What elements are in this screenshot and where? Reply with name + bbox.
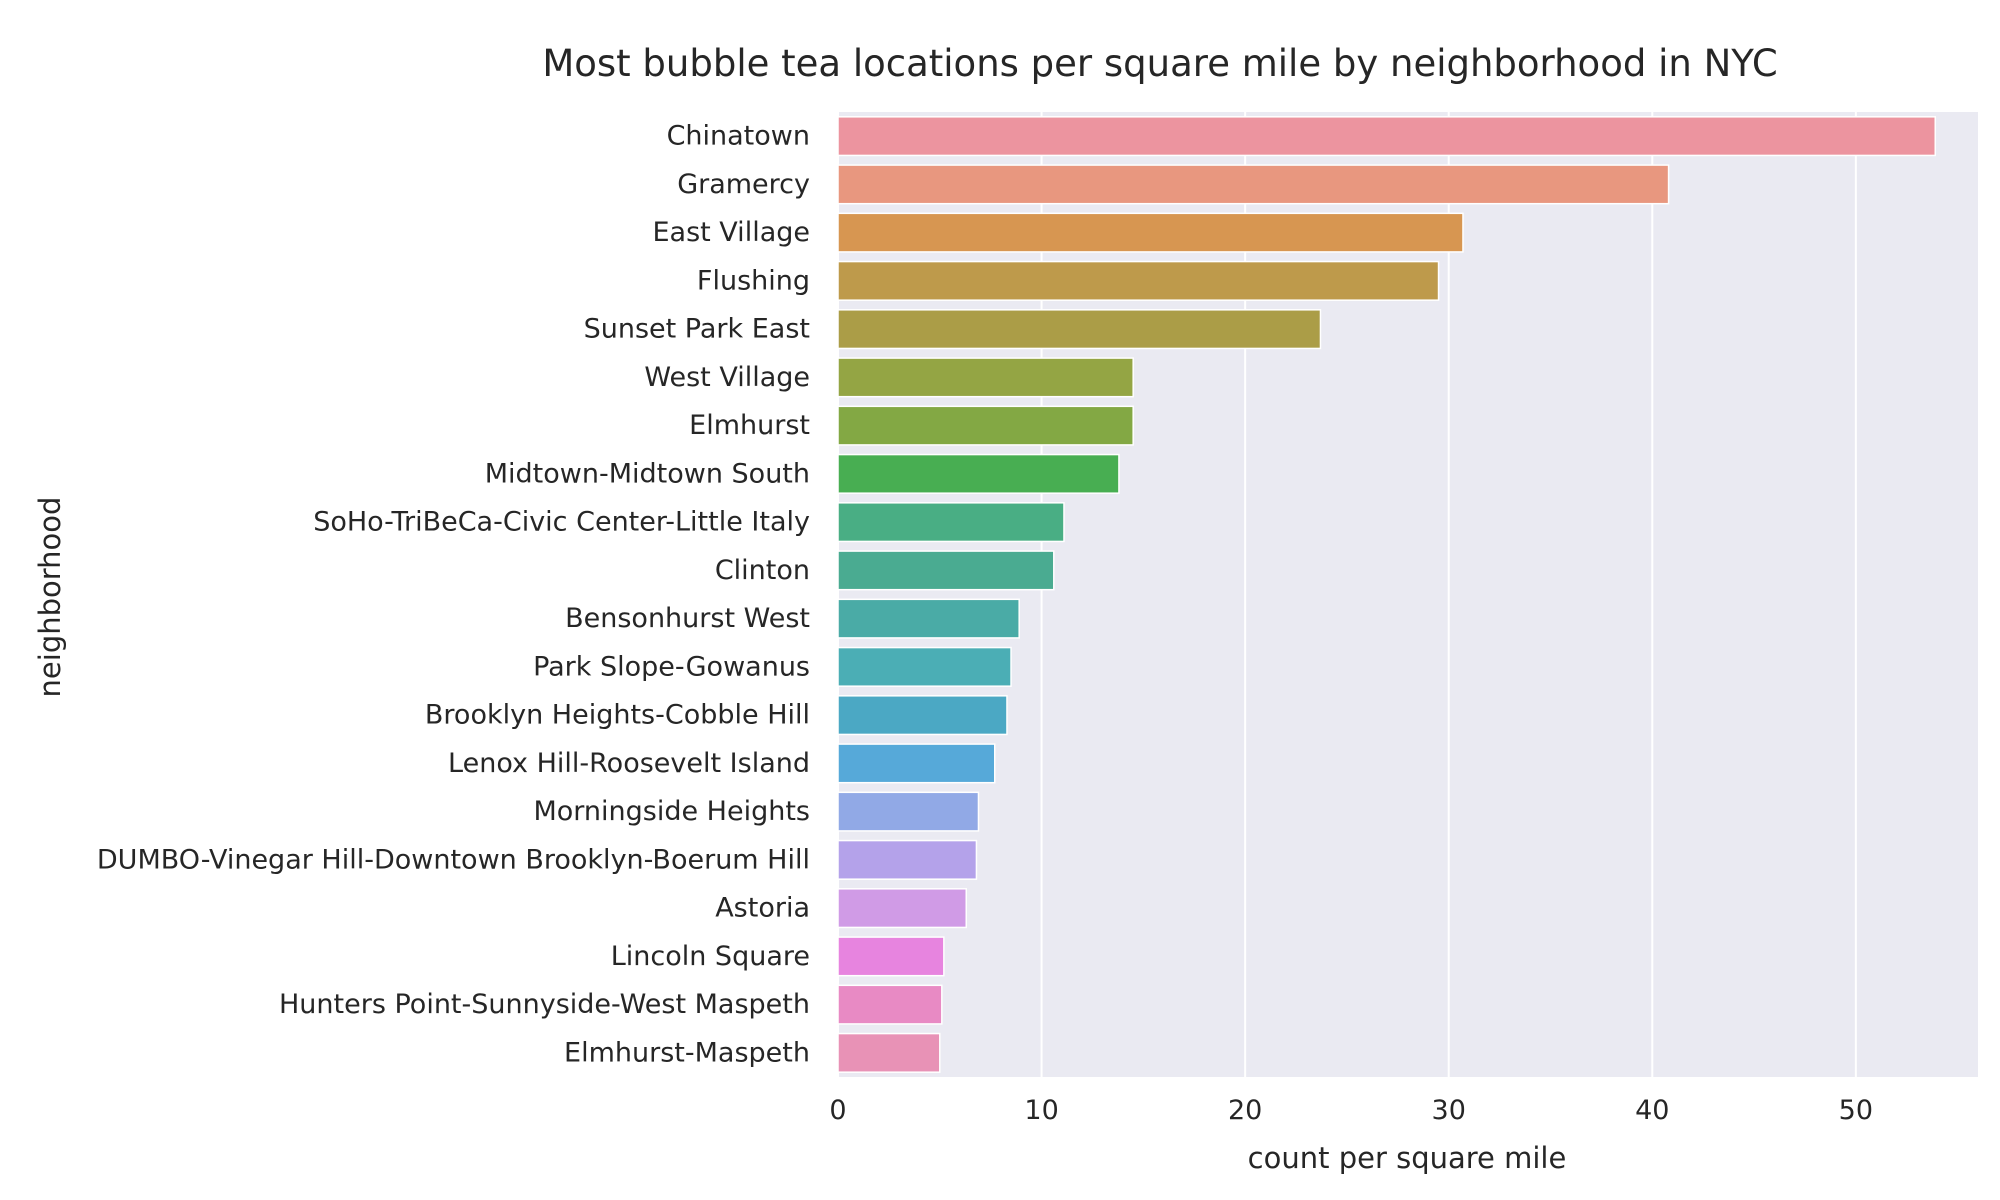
y-tick-label: Bensonhurst West [565, 603, 810, 634]
y-tick-label: Sunset Park East [584, 314, 810, 345]
x-tick-label: 30 [1432, 1095, 1466, 1126]
y-tick-label: Astoria [715, 893, 810, 924]
bars [837, 116, 1936, 1073]
bar-8 [837, 502, 1065, 543]
bar-9 [837, 550, 1055, 591]
y-tick-label: West Village [644, 362, 810, 393]
y-axis-label: neighborhood [33, 497, 67, 698]
x-tick-labels: 0 10 20 30 40 50 [829, 1095, 1873, 1126]
y-tick-label: Morningside Heights [533, 796, 810, 827]
y-tick-label: Flushing [697, 265, 810, 296]
bar-0 [837, 116, 1936, 157]
bar-3 [837, 260, 1440, 301]
y-tick-label: Gramercy [677, 169, 810, 200]
bar-11 [837, 646, 1012, 687]
bar-1 [837, 164, 1670, 205]
bar-13 [837, 743, 996, 784]
bar-15 [837, 839, 978, 880]
bar-18 [837, 984, 943, 1025]
y-tick-labels: Chinatown Gramercy East Village Flushing Sun… [97, 121, 810, 1069]
y-tick-label: Lenox Hill-Roosevelt Island [448, 748, 810, 779]
y-tick-label: SoHo-TriBeCa-Civic Center-Little Italy [313, 507, 810, 538]
bar-14 [837, 791, 980, 832]
bar-2 [837, 212, 1464, 253]
bar-7 [837, 453, 1120, 494]
plot-background [838, 112, 1978, 1077]
bar-10 [837, 598, 1020, 639]
bar-17 [837, 936, 945, 977]
y-tick-label: Lincoln Square [611, 941, 810, 972]
y-tick-label: Chinatown [667, 121, 810, 152]
bar-16 [837, 888, 967, 929]
y-tick-label: East Village [652, 217, 810, 248]
x-tick-label: 0 [829, 1095, 846, 1126]
y-tick-label: Brooklyn Heights-Cobble Hill [425, 700, 810, 731]
y-tick-label: Elmhurst-Maspeth [564, 1037, 810, 1068]
bar-6 [837, 405, 1134, 446]
y-tick-label: Hunters Point-Sunnyside-West Maspeth [279, 989, 810, 1020]
y-tick-label: Clinton [715, 555, 810, 586]
y-tick-label: DUMBO-Vinegar Hill-Downtown Brooklyn-Boe… [97, 844, 810, 875]
x-tick-label: 10 [1024, 1095, 1058, 1126]
chart-title: Most bubble tea locations per square mil… [542, 42, 1777, 85]
y-tick-label: Elmhurst [689, 410, 810, 441]
y-tick-label: Midtown-Midtown South [485, 458, 810, 489]
bar-12 [837, 695, 1008, 736]
x-axis-label: count per square mile [1248, 1141, 1567, 1175]
bar-4 [837, 309, 1322, 350]
bar-5 [837, 357, 1134, 398]
x-tick-label: 20 [1228, 1095, 1262, 1126]
x-tick-label: 50 [1839, 1095, 1873, 1126]
x-tick-label: 40 [1635, 1095, 1669, 1126]
bar-19 [837, 1032, 941, 1073]
y-tick-label: Park Slope-Gowanus [533, 651, 810, 682]
